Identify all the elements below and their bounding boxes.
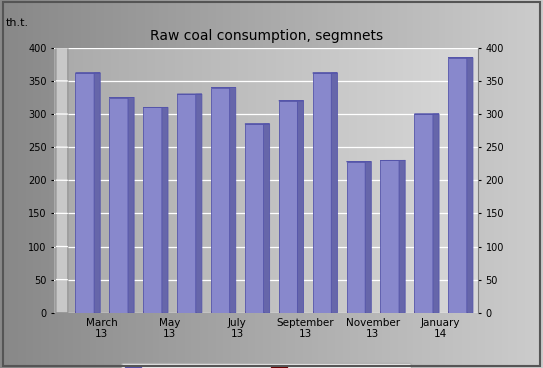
- Polygon shape: [433, 114, 439, 313]
- Polygon shape: [399, 160, 405, 313]
- Bar: [313, 73, 331, 313]
- Polygon shape: [128, 98, 134, 313]
- Bar: [381, 160, 399, 313]
- Polygon shape: [365, 162, 371, 313]
- Legend: Corporate segment, Commercial segment: Corporate segment, Commercial segment: [121, 363, 411, 368]
- Polygon shape: [196, 94, 202, 313]
- Bar: [211, 88, 230, 313]
- Bar: [75, 311, 94, 313]
- Polygon shape: [230, 88, 236, 313]
- Bar: [143, 107, 162, 313]
- Bar: [177, 311, 196, 313]
- Polygon shape: [298, 101, 304, 313]
- Bar: [346, 311, 365, 313]
- Polygon shape: [467, 58, 473, 313]
- Bar: [75, 73, 94, 313]
- Bar: [381, 311, 399, 313]
- Bar: [279, 101, 298, 313]
- Bar: [177, 94, 196, 313]
- Bar: [448, 58, 467, 313]
- Polygon shape: [94, 73, 100, 313]
- Bar: [109, 311, 128, 313]
- Bar: [448, 311, 467, 313]
- Bar: [414, 311, 433, 313]
- Bar: [143, 311, 162, 313]
- Polygon shape: [331, 73, 337, 313]
- Text: th.t.: th.t.: [5, 18, 29, 28]
- Bar: [109, 98, 128, 313]
- Bar: [414, 114, 433, 313]
- Polygon shape: [263, 124, 270, 313]
- Bar: [279, 311, 298, 313]
- Polygon shape: [162, 107, 168, 313]
- Bar: [346, 162, 365, 313]
- Bar: [245, 124, 263, 313]
- Polygon shape: [56, 48, 68, 313]
- Bar: [313, 311, 331, 313]
- Title: Raw coal consumption, segmnets: Raw coal consumption, segmnets: [149, 28, 383, 43]
- Bar: [211, 311, 230, 313]
- Bar: [245, 311, 263, 313]
